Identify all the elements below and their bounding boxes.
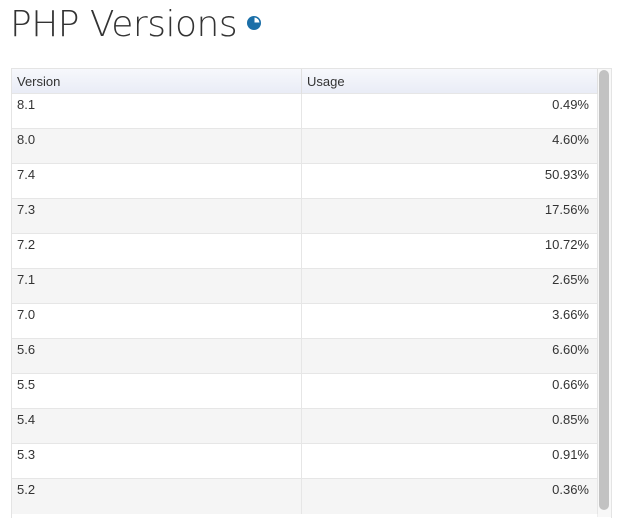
table-row[interactable]: 7.2 10.72% bbox=[12, 233, 598, 269]
table-row[interactable]: 5.3 0.91% bbox=[12, 443, 598, 479]
usage-cell: 6.60% bbox=[301, 338, 598, 374]
version-cell: 7.1 bbox=[12, 268, 302, 304]
column-header-usage[interactable]: Usage bbox=[301, 69, 598, 94]
usage-cell: 10.72% bbox=[301, 233, 598, 269]
table-row[interactable]: 5.6 6.60% bbox=[12, 338, 598, 374]
version-cell: 5.4 bbox=[12, 408, 302, 444]
table-row[interactable]: 7.0 3.66% bbox=[12, 303, 598, 339]
version-cell: 7.0 bbox=[12, 303, 302, 339]
versions-table: Version Usage 8.1 0.49% 8.0 4.60% 7.4 50.93% 7… bbox=[12, 69, 598, 514]
usage-cell: 2.65% bbox=[301, 268, 598, 304]
table-row[interactable]: 5.5 0.66% bbox=[12, 373, 598, 409]
table-row[interactable]: 8.1 0.49% bbox=[12, 93, 598, 129]
usage-cell: 4.60% bbox=[301, 128, 598, 164]
version-cell: 8.1 bbox=[12, 93, 302, 129]
version-cell: 5.2 bbox=[12, 478, 302, 514]
version-cell: 7.3 bbox=[12, 198, 302, 234]
usage-cell: 0.66% bbox=[301, 373, 598, 409]
usage-cell: 0.49% bbox=[301, 93, 598, 129]
version-cell: 7.2 bbox=[12, 233, 302, 269]
versions-table-container: Version Usage 8.1 0.49% 8.0 4.60% 7.4 50.93% 7… bbox=[11, 68, 612, 518]
version-cell: 5.6 bbox=[12, 338, 302, 374]
usage-cell: 3.66% bbox=[301, 303, 598, 339]
table-row[interactable]: 7.3 17.56% bbox=[12, 198, 598, 234]
usage-cell: 0.36% bbox=[301, 478, 598, 514]
page-title-text: PHP Versions bbox=[10, 4, 238, 45]
column-header-version[interactable]: Version bbox=[12, 69, 302, 94]
version-cell: 5.5 bbox=[12, 373, 302, 409]
pie-chart-icon[interactable] bbox=[247, 16, 262, 30]
table-row[interactable]: 5.4 0.85% bbox=[12, 408, 598, 444]
version-cell: 7.4 bbox=[12, 163, 302, 199]
usage-cell: 0.91% bbox=[301, 443, 598, 479]
page-title: PHP Versions bbox=[10, 4, 262, 45]
version-cell: 5.3 bbox=[12, 443, 302, 479]
table-row[interactable]: 5.2 0.36% bbox=[12, 478, 598, 514]
scrollbar-thumb[interactable] bbox=[599, 70, 609, 510]
usage-cell: 0.85% bbox=[301, 408, 598, 444]
usage-cell: 17.56% bbox=[301, 198, 598, 234]
usage-cell: 50.93% bbox=[301, 163, 598, 199]
table-row[interactable]: 7.1 2.65% bbox=[12, 268, 598, 304]
table-row[interactable]: 8.0 4.60% bbox=[12, 128, 598, 164]
version-cell: 8.0 bbox=[12, 128, 302, 164]
table-row[interactable]: 7.4 50.93% bbox=[12, 163, 598, 199]
